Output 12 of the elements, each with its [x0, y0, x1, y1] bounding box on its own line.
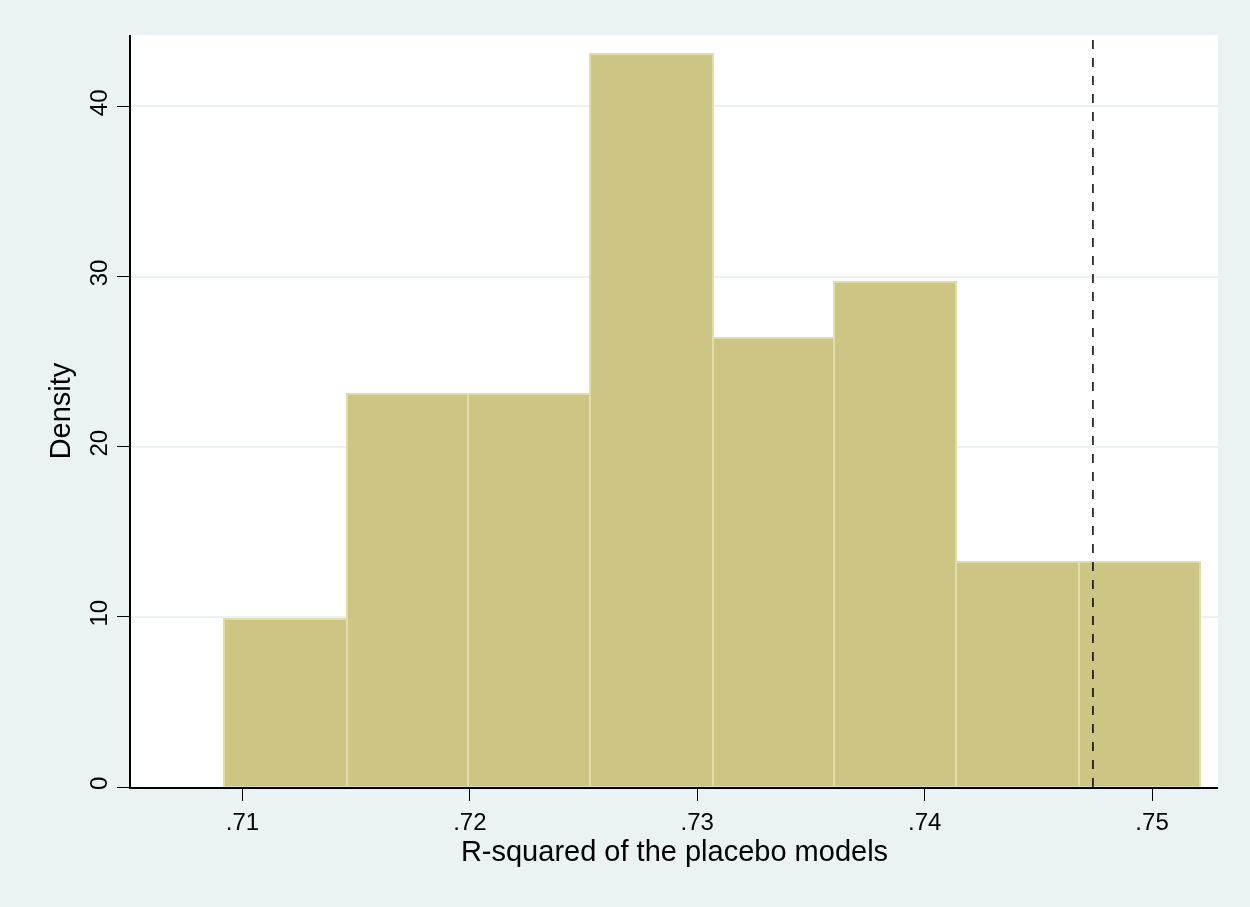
x-tick-label: .71: [225, 807, 260, 835]
x-tick-label: .72: [453, 807, 487, 835]
y-tick-label: 20: [85, 429, 113, 457]
x-tick-label: .73: [680, 807, 714, 835]
y-tick-label: 0: [85, 776, 113, 791]
y-tick-label: 30: [85, 259, 113, 287]
y-axis-title: Density: [44, 362, 77, 460]
y-tick-label: 40: [85, 89, 113, 117]
x-tick-label: .75: [1135, 807, 1169, 835]
x-tick-label: .74: [907, 807, 942, 835]
x-axis-title: R-squared of the placebo models: [460, 834, 889, 867]
y-tick-label: 10: [85, 599, 113, 627]
